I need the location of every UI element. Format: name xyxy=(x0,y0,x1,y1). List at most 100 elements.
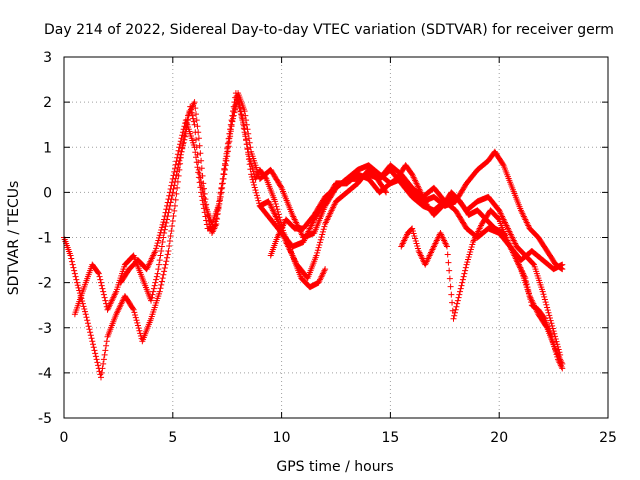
y-tick-label: 0 xyxy=(43,185,52,201)
data-point xyxy=(243,117,250,124)
data-point xyxy=(211,221,218,228)
data-point xyxy=(180,126,187,133)
data-point xyxy=(100,291,107,298)
data-point xyxy=(173,171,180,178)
data-point xyxy=(158,248,165,255)
data-point xyxy=(244,126,251,133)
data-point xyxy=(523,278,530,285)
data-point xyxy=(254,195,261,202)
data-point xyxy=(194,164,201,171)
data-point xyxy=(175,161,182,168)
data-point xyxy=(451,312,458,319)
data-point xyxy=(314,247,321,254)
data-point xyxy=(321,223,328,230)
data-point xyxy=(173,158,180,165)
data-point xyxy=(68,255,75,262)
data-point xyxy=(243,141,250,148)
data-point xyxy=(170,212,177,219)
data-point xyxy=(552,336,559,343)
data-point xyxy=(251,181,258,188)
data-point xyxy=(220,175,227,182)
data-point xyxy=(157,252,164,259)
data-point xyxy=(525,287,532,294)
data-point xyxy=(559,365,566,372)
data-point xyxy=(89,338,96,345)
data-point xyxy=(195,166,202,173)
data-point xyxy=(101,351,108,358)
data-point xyxy=(217,193,224,200)
data-point xyxy=(459,276,466,283)
data-point xyxy=(80,303,87,310)
data-point xyxy=(152,279,159,286)
data-point xyxy=(97,374,104,381)
data-point xyxy=(158,224,165,231)
data-point xyxy=(70,264,77,271)
data-point xyxy=(544,307,551,314)
data-point xyxy=(129,305,136,312)
data-point xyxy=(241,108,248,115)
data-point xyxy=(245,135,252,142)
data-point xyxy=(414,245,421,252)
data-point xyxy=(414,243,421,250)
data-point xyxy=(248,160,255,167)
data-point xyxy=(559,266,566,273)
data-point xyxy=(102,347,109,354)
data-point xyxy=(193,159,200,166)
data-point xyxy=(383,189,390,196)
data-point xyxy=(97,276,104,283)
data-point xyxy=(211,225,218,232)
data-point xyxy=(99,365,106,372)
data-point xyxy=(273,203,280,210)
data-point xyxy=(411,232,418,239)
data-point xyxy=(247,166,254,173)
data-point xyxy=(223,157,230,164)
series-sat-g xyxy=(376,162,564,358)
data-point xyxy=(164,199,171,206)
data-point xyxy=(173,190,180,197)
data-point xyxy=(95,270,102,277)
data-point xyxy=(461,270,468,277)
grid-layer xyxy=(64,57,608,418)
data-point xyxy=(190,118,197,125)
data-point xyxy=(412,235,419,242)
data-point xyxy=(221,171,228,178)
data-point xyxy=(197,150,204,157)
data-point xyxy=(248,171,255,178)
data-point xyxy=(314,249,321,256)
data-point xyxy=(196,179,203,186)
data-point xyxy=(202,196,209,203)
data-point xyxy=(74,282,81,289)
data-point xyxy=(246,161,253,168)
data-point xyxy=(549,325,556,332)
data-point xyxy=(547,317,554,324)
data-point xyxy=(450,315,457,322)
data-point xyxy=(134,322,141,329)
data-point xyxy=(172,196,179,203)
data-point xyxy=(191,99,198,106)
data-point xyxy=(526,293,533,300)
data-point xyxy=(96,273,103,280)
data-point xyxy=(317,239,324,246)
data-point xyxy=(202,213,209,220)
data-point xyxy=(95,362,102,369)
data-point xyxy=(84,320,91,327)
data-point xyxy=(172,175,179,182)
data-point xyxy=(454,297,461,304)
data-point xyxy=(246,139,253,146)
data-point xyxy=(544,304,551,311)
data-point xyxy=(71,270,78,277)
data-point xyxy=(253,189,260,196)
data-point xyxy=(239,115,246,122)
data-point xyxy=(161,264,168,271)
data-point xyxy=(460,273,467,280)
data-point xyxy=(252,187,259,194)
data-point xyxy=(249,176,256,183)
data-point xyxy=(163,202,170,209)
data-point xyxy=(556,349,563,356)
data-point xyxy=(237,105,244,112)
data-point xyxy=(170,172,177,179)
data-point xyxy=(201,209,208,216)
data-point xyxy=(557,351,564,358)
data-point xyxy=(409,225,416,232)
data-point xyxy=(222,162,229,169)
